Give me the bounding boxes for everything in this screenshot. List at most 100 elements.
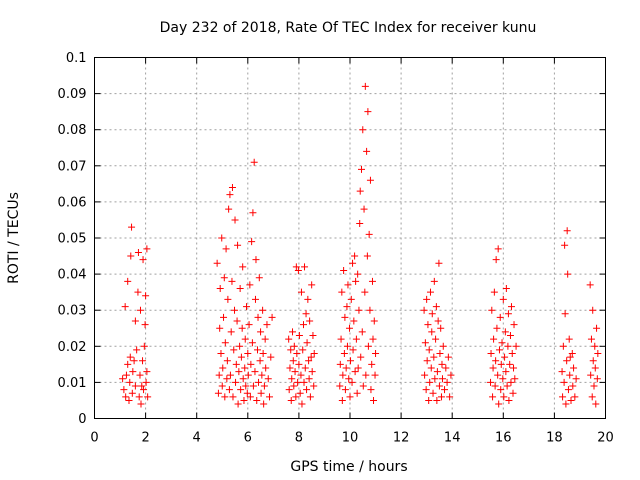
data-point xyxy=(305,357,313,365)
data-point xyxy=(421,371,429,379)
data-point xyxy=(233,317,241,325)
data-point xyxy=(122,371,130,379)
data-point xyxy=(218,382,226,390)
data-point xyxy=(569,382,577,390)
data-point xyxy=(430,353,438,361)
data-point xyxy=(217,350,225,358)
data-point xyxy=(336,382,344,390)
data-point xyxy=(349,259,357,267)
data-point xyxy=(354,270,362,278)
y-tick-label: 0.03 xyxy=(58,304,87,319)
data-point xyxy=(361,288,369,296)
data-point xyxy=(307,353,315,361)
data-point xyxy=(497,360,505,368)
data-point xyxy=(559,342,567,350)
data-point xyxy=(129,368,137,376)
data-point xyxy=(135,393,143,401)
data-point xyxy=(590,382,598,390)
data-point xyxy=(561,241,569,249)
data-point xyxy=(127,252,135,260)
data-point xyxy=(257,389,265,397)
data-point xyxy=(303,386,311,394)
data-point xyxy=(131,382,139,390)
data-point xyxy=(225,386,233,394)
data-point xyxy=(244,371,252,379)
x-tick-label: 18 xyxy=(546,431,563,446)
data-point xyxy=(223,375,231,383)
data-point xyxy=(134,288,142,296)
data-point xyxy=(351,368,359,376)
data-point xyxy=(438,360,446,368)
data-point xyxy=(232,378,240,386)
data-point xyxy=(369,335,377,343)
data-point xyxy=(591,364,599,372)
y-tick-label: 0.05 xyxy=(58,232,87,247)
y-axis-title: ROTI / TECUs xyxy=(6,192,22,284)
data-point xyxy=(507,303,515,311)
data-point xyxy=(511,375,519,383)
data-point xyxy=(230,346,238,354)
data-point xyxy=(589,357,597,365)
data-point xyxy=(498,339,506,347)
data-point xyxy=(420,306,428,314)
y-tick-label: 0 xyxy=(78,412,86,427)
data-point xyxy=(421,339,429,347)
data-point xyxy=(124,277,132,285)
data-point xyxy=(244,350,252,358)
data-point xyxy=(505,396,513,404)
data-point xyxy=(359,382,367,390)
data-point xyxy=(362,371,370,379)
data-point xyxy=(358,328,366,336)
data-point xyxy=(141,321,149,329)
data-point xyxy=(121,303,129,311)
data-point xyxy=(366,306,374,314)
data-point xyxy=(140,342,148,350)
data-point xyxy=(350,317,358,325)
data-point xyxy=(336,360,344,368)
data-point xyxy=(298,400,306,408)
data-point xyxy=(232,360,240,368)
data-point xyxy=(361,82,369,90)
data-point xyxy=(234,400,242,408)
data-point xyxy=(562,400,570,408)
data-point xyxy=(294,378,302,386)
data-point xyxy=(593,375,601,383)
data-point xyxy=(231,306,239,314)
data-point xyxy=(255,274,263,282)
y-tick-label: 0.04 xyxy=(58,268,87,283)
data-point xyxy=(444,353,452,361)
data-point xyxy=(340,266,348,274)
data-point xyxy=(126,353,134,361)
data-point xyxy=(588,393,596,401)
data-point xyxy=(260,382,268,390)
data-point xyxy=(566,371,574,379)
data-point xyxy=(366,176,374,184)
data-point xyxy=(291,368,299,376)
data-point xyxy=(235,368,243,376)
data-point xyxy=(306,393,314,401)
data-point xyxy=(344,281,352,289)
data-point xyxy=(249,382,257,390)
x-tick-label: 10 xyxy=(342,431,359,446)
data-point xyxy=(363,252,371,260)
data-point xyxy=(216,324,224,332)
data-point xyxy=(501,353,509,361)
data-point xyxy=(310,382,318,390)
data-point xyxy=(142,378,150,386)
data-point xyxy=(239,375,247,383)
data-point xyxy=(424,321,432,329)
data-point xyxy=(564,386,572,394)
data-point xyxy=(345,324,353,332)
y-tick-label: 0.1 xyxy=(66,51,87,66)
data-point xyxy=(289,357,297,365)
data-point xyxy=(347,295,355,303)
data-point xyxy=(236,342,244,350)
data-point xyxy=(509,389,517,397)
data-point xyxy=(262,364,270,372)
data-point xyxy=(340,350,348,358)
data-point xyxy=(488,306,496,314)
data-point xyxy=(371,371,379,379)
data-point xyxy=(228,277,236,285)
data-point xyxy=(558,368,566,376)
